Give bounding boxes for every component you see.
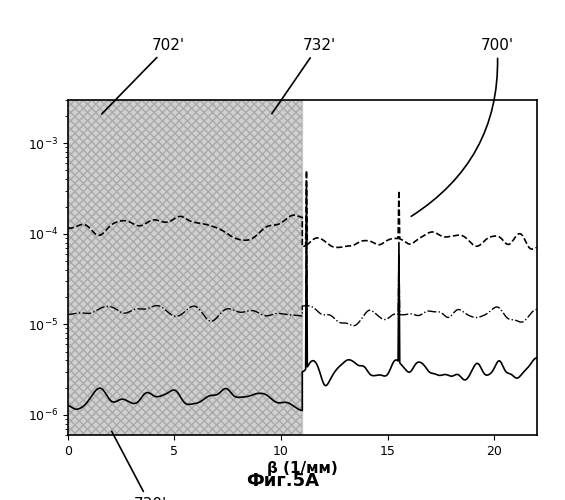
Text: 700': 700' — [411, 38, 514, 216]
Text: Фиг.5А: Фиг.5А — [246, 472, 319, 490]
X-axis label: β (1/мм): β (1/мм) — [267, 460, 338, 475]
Bar — [68, 100, 302, 435]
Text: 732': 732' — [272, 38, 336, 114]
Text: 730': 730' — [112, 432, 167, 500]
Bar — [68, 100, 302, 435]
Text: 702': 702' — [102, 38, 185, 114]
